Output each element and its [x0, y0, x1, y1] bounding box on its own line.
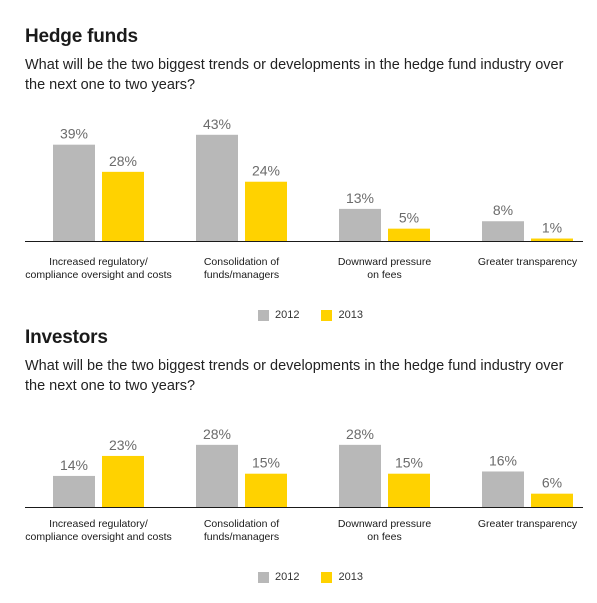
bar-2012-cat-3 [339, 444, 381, 507]
data-label-2012-cat-3: 13% [346, 190, 374, 206]
bar-2012-cat-1 [53, 475, 95, 507]
bar-2013-cat-3 [388, 228, 430, 241]
data-label-2013-cat-4: 6% [542, 475, 562, 491]
bar-2013-cat-1 [102, 171, 144, 241]
category-label-4: Greater transparency [478, 518, 578, 530]
category-label-3: Downward pressure on fees [338, 518, 432, 543]
legend-item-2013: 2013 [321, 309, 363, 321]
bar-2012-cat-1 [53, 144, 95, 241]
bar-2012-cat-2 [196, 134, 238, 241]
data-label-2013-cat-2: 15% [252, 455, 280, 471]
bar-2013-cat-4 [531, 238, 573, 241]
legend-item-2012: 2012 [258, 309, 299, 321]
category-label-1: Increased regulatory/compliance oversigh… [25, 518, 172, 543]
data-label-2013-cat-3: 15% [395, 455, 423, 471]
bar-2012-cat-3 [339, 208, 381, 241]
chart-1-title: Hedge funds [25, 26, 138, 47]
data-label-2012-cat-1: 39% [60, 126, 88, 142]
chart-1-subtitle: What will be the two biggest trends or d… [25, 57, 564, 93]
legend-label-2012: 2012 [275, 309, 300, 321]
legend-item-2013: 2013 [321, 571, 363, 583]
legend-swatch-2012 [258, 571, 269, 583]
legend-swatch-2013 [321, 309, 333, 321]
legend-swatch-2012 [258, 309, 269, 321]
data-label-2012-cat-4: 16% [489, 452, 517, 468]
legend-label-2013: 2013 [338, 309, 363, 321]
chart-2-legend: 2012 2013 [258, 571, 385, 583]
legend-label-2013: 2013 [338, 571, 363, 583]
data-label-2012-cat-2: 28% [203, 426, 231, 442]
bar-2013-cat-4 [531, 493, 573, 507]
category-label-4: Greater transparency [478, 256, 578, 268]
data-label-2012-cat-4: 8% [493, 202, 513, 218]
chart-2-plot: 14% 28% 28% 16% 23% 15% 15% 6% Increased regulat… [25, 426, 583, 543]
legend-item-2012: 2012 [258, 571, 299, 583]
bar-2013-cat-3 [388, 473, 430, 507]
category-label-2: Consolidation of funds/managers [204, 256, 279, 281]
category-label-2: Consolidation of funds/managers [204, 518, 279, 543]
bar-2013-cat-2 [245, 181, 287, 241]
bar-2013-cat-1 [102, 455, 144, 507]
category-label-1: Increased regulatory/compliance oversigh… [25, 256, 172, 281]
bar-2012-cat-4 [482, 221, 524, 241]
data-label-2013-cat-3: 5% [399, 210, 419, 226]
chart-2-title: Investors [25, 327, 108, 348]
chart-1-plot: 39% 43% 13% 8% 28% 24% 5% 1% Increased regulator… [25, 116, 583, 281]
data-label-2013-cat-2: 24% [252, 163, 280, 179]
chart-2-subtitle: What will be the two biggest trends or d… [25, 358, 564, 394]
legend-label-2012: 2012 [275, 571, 300, 583]
bar-2012-cat-4 [482, 471, 524, 507]
data-label-2013-cat-4: 1% [542, 220, 562, 236]
chart-1-legend: 2012 2013 [258, 309, 385, 321]
bar-2013-cat-2 [245, 473, 287, 507]
data-label-2012-cat-1: 14% [60, 457, 88, 473]
bar-2012-cat-2 [196, 444, 238, 507]
category-label-3: Downward pressure on fees [338, 256, 432, 281]
data-label-2012-cat-2: 43% [203, 116, 231, 132]
data-label-2013-cat-1: 23% [109, 437, 137, 453]
data-label-2013-cat-1: 28% [109, 153, 137, 169]
data-label-2012-cat-3: 28% [346, 426, 374, 442]
legend-swatch-2013 [321, 571, 333, 583]
